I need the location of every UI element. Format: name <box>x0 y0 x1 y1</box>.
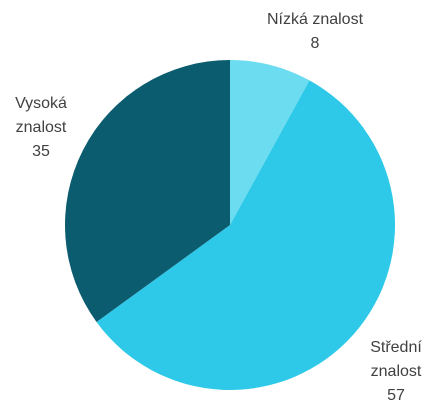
slice-label: Nízká znalost 8 <box>250 8 380 56</box>
category-label: Střední znalost <box>370 339 422 380</box>
value-label: 8 <box>310 35 320 52</box>
category-label: Nízká znalost <box>266 11 364 28</box>
pie-slice <box>65 59 230 322</box>
category-label: Vysoká znalost <box>15 95 67 136</box>
slice-label: Vysoká znalost 35 <box>4 92 78 164</box>
pie-slice <box>96 80 396 391</box>
value-label: 35 <box>32 143 50 160</box>
slice-label: Střední znalost 57 <box>362 336 429 408</box>
pie-slice <box>230 60 310 225</box>
value-label: 57 <box>387 387 405 404</box>
